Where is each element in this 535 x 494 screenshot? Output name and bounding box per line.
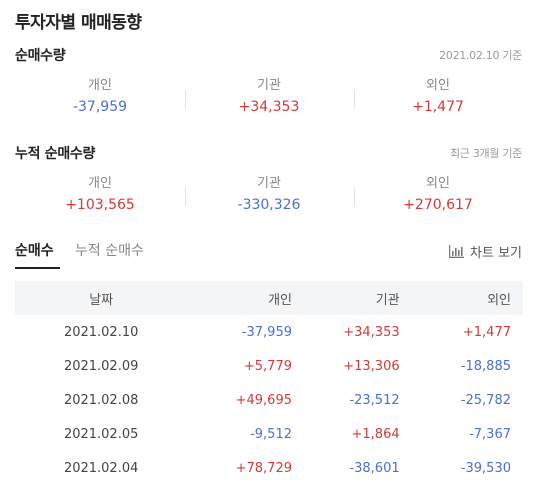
- active-tab-indicator: [15, 267, 60, 269]
- cumulative-summary: 개인 +103,565 기관 -330,326 외인 +270,617: [15, 174, 523, 222]
- cum-foreign-label: 외인: [426, 176, 450, 191]
- net-institution-value: +34,353: [238, 99, 300, 115]
- row-date: 2021.02.04: [63, 460, 139, 476]
- net-foreign-value: +1,477: [412, 99, 464, 115]
- row-institution: +13,306: [343, 358, 400, 374]
- table-row: 2021.02.10 -37,959 +34,353 +1,477: [15, 315, 523, 349]
- net-individual: 개인 -37,959: [15, 76, 185, 118]
- net-individual-value: -37,959: [72, 99, 128, 115]
- cum-institution: 기관 -330,326: [184, 174, 354, 216]
- row-institution: -23,512: [349, 392, 400, 408]
- row-foreign: -18,885: [460, 358, 511, 374]
- row-individual: -9,512: [250, 426, 292, 442]
- row-institution: -38,601: [349, 460, 400, 476]
- net-individual-label: 개인: [88, 78, 112, 93]
- net-institution: 기관 +34,353: [184, 76, 354, 118]
- header-institution: 기관: [375, 292, 400, 308]
- cum-individual: 개인 +103,565: [15, 174, 185, 216]
- table-row: 2021.02.08 +49,695 -23,512 -25,782: [15, 383, 523, 417]
- row-date: 2021.02.10: [63, 324, 139, 340]
- cum-foreign: 외인 +270,617: [353, 174, 523, 216]
- cum-foreign-value: +270,617: [403, 197, 473, 213]
- cum-institution-label: 기관: [257, 176, 281, 191]
- net-foreign: 외인 +1,477: [353, 76, 523, 118]
- row-foreign: -39,530: [460, 460, 511, 476]
- row-individual: +5,779: [243, 358, 292, 374]
- table-row: 2021.02.09 +5,779 +13,306 -18,885: [15, 349, 523, 383]
- view-chart-button[interactable]: 차트 보기: [449, 242, 522, 261]
- cumulative-section-title: 누적 순매수량: [15, 146, 96, 162]
- divider: [354, 188, 355, 206]
- row-individual: +49,695: [235, 392, 292, 408]
- net-section-date: 2021.02.10 기준: [439, 49, 522, 62]
- row-date: 2021.02.08: [63, 392, 139, 408]
- net-section-title: 순매수량: [15, 48, 66, 64]
- net-summary: 개인 -37,959 기관 +34,353 외인 +1,477: [15, 76, 523, 124]
- row-foreign: +1,477: [462, 324, 511, 340]
- net-foreign-label: 외인: [426, 78, 450, 93]
- header-foreign: 외인: [487, 292, 511, 308]
- table-row: 2021.02.05 -9,512 +1,864 -7,367: [15, 417, 523, 451]
- investor-trading-table: 날짜 개인 기관 외인 2021.02.10 -37,959 +34,353 +…: [15, 281, 523, 485]
- view-chart-label: 차트 보기: [470, 246, 522, 261]
- row-institution: +1,864: [351, 426, 400, 442]
- row-foreign: -25,782: [460, 392, 511, 408]
- divider: [185, 90, 186, 108]
- tab-net-buy[interactable]: 순매수: [15, 243, 54, 259]
- divider: [185, 188, 186, 206]
- row-individual: -37,959: [241, 324, 292, 340]
- row-individual: +78,729: [235, 460, 292, 476]
- cumulative-section-note: 최근 3개월 기준: [449, 147, 522, 160]
- page-title: 투자자별 매매동향: [15, 13, 142, 33]
- cum-individual-value: +103,565: [65, 197, 135, 213]
- header-date: 날짜: [89, 292, 114, 308]
- row-foreign: -7,367: [469, 426, 511, 442]
- row-date: 2021.02.05: [63, 426, 139, 442]
- table-row: 2021.02.04 +78,729 -38,601 -39,530: [15, 451, 523, 485]
- row-date: 2021.02.09: [63, 358, 139, 374]
- table-header-row: 날짜 개인 기관 외인: [15, 281, 523, 315]
- cum-institution-value: -330,326: [237, 197, 301, 213]
- cum-individual-label: 개인: [88, 176, 112, 191]
- header-individual: 개인: [268, 292, 292, 308]
- row-institution: +34,353: [343, 324, 400, 340]
- divider: [354, 90, 355, 108]
- bar-chart-icon: [449, 245, 465, 258]
- tab-cumulative-net-buy[interactable]: 누적 순매수: [75, 243, 144, 259]
- net-institution-label: 기관: [257, 78, 281, 93]
